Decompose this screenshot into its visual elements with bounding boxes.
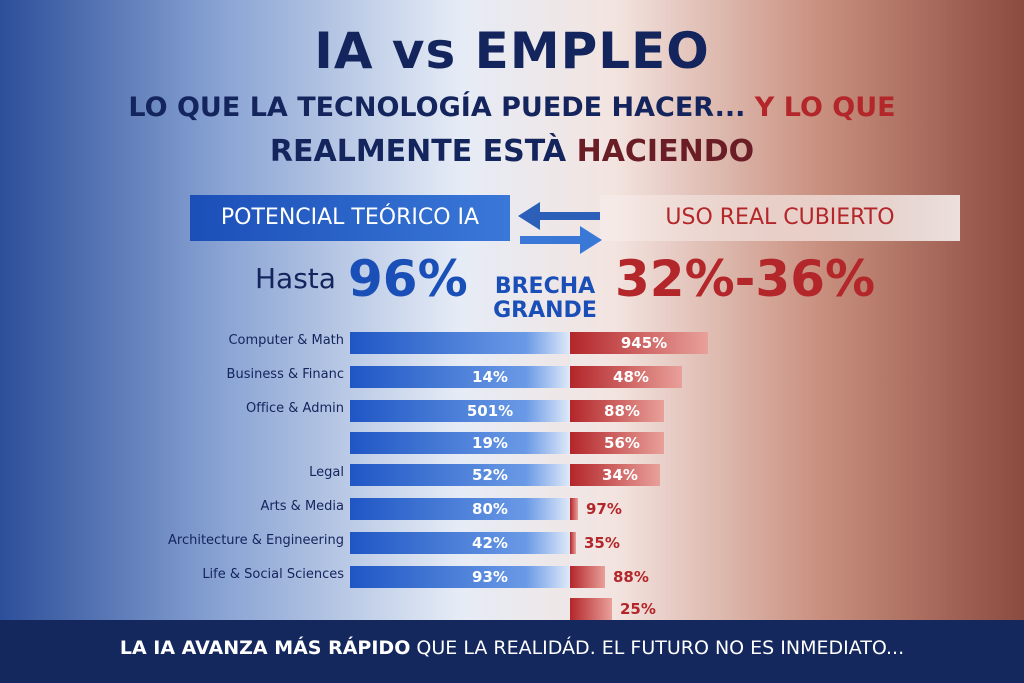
row: Office & Admin 501% 88% [0, 400, 1024, 424]
red-bar [570, 532, 576, 554]
left-value: 80% [472, 500, 508, 518]
right-value: 35% [584, 534, 620, 552]
row: Legal 52% 34% [0, 464, 1024, 488]
gap-label: BRECHA GRANDE [480, 275, 610, 323]
red-bar [570, 432, 664, 454]
row: Arts & Media 80% 97% [0, 498, 1024, 522]
right-value: 88% [604, 402, 640, 420]
red-bar [570, 566, 605, 588]
prefix: Hasta [255, 262, 336, 295]
row-label: Business & Financ [226, 367, 344, 382]
right-value: 97% [586, 500, 622, 518]
row-label: Office & Admin [246, 401, 344, 416]
subtitle: LO QUE LA TECNOLOGÍA PUEDE HACER... Y LO… [0, 92, 1024, 123]
subtitle-text: REALMENTE ESTÀ [269, 134, 567, 169]
row-label: Life & Social Sciences [202, 567, 344, 582]
red-bar [570, 366, 682, 388]
subtitle-text: LO QUE LA TECNOLOGÍA PUEDE HACER... [128, 92, 746, 123]
subtitle: REALMENTE ESTÀ HACIENDO [0, 134, 1024, 169]
row: 25% [0, 598, 1024, 622]
row-label: Arts & Media [260, 499, 344, 514]
left-value: 93% [472, 568, 508, 586]
left-value: 52% [472, 466, 508, 484]
gap-line: GRANDE [493, 298, 597, 323]
blue-bar [350, 498, 570, 520]
red-bar [570, 400, 664, 422]
row: Life & Social Sciences 93% 88% [0, 566, 1024, 590]
row: Computer & Math 945% [0, 332, 1024, 356]
left-value: 19% [472, 434, 508, 452]
left-value: 42% [472, 534, 508, 552]
right-value: 88% [613, 568, 649, 586]
right-value: 56% [604, 434, 640, 452]
blue-bar [350, 432, 570, 454]
footer: LA IA AVANZA MÁS RÁPIDO QUE LA REALIDÁD.… [0, 620, 1024, 683]
row: 19% 56% [0, 432, 1024, 456]
left-value: 501% [466, 402, 514, 420]
blue-bar [350, 566, 570, 588]
blue-bar [350, 400, 570, 422]
blue-bar [350, 464, 570, 486]
blue-bar [350, 532, 570, 554]
left-banner: POTENCIAL TEÓRICO IA [190, 195, 510, 241]
subtitle-accent: Y LO QUE [754, 92, 896, 123]
right-value: 34% [602, 466, 638, 484]
row-label: Computer & Math [228, 333, 344, 348]
row: Business & Financ 14% 48% [0, 366, 1024, 390]
right-headline: 32%-36% [615, 250, 876, 308]
row-label: Architecture & Engineering [168, 533, 344, 548]
title: IA vs EMPLEO [314, 22, 710, 80]
gap-line: BRECHA [494, 274, 596, 299]
arrows [518, 202, 602, 254]
left-value: 14% [472, 368, 508, 386]
footer-bold: LA IA AVANZA MÁS RÁPIDO [119, 637, 411, 659]
red-bar [570, 498, 578, 520]
right-banner: USO REAL CUBIERTO [600, 195, 960, 241]
red-bar [570, 598, 612, 620]
left-headline: 96% [348, 250, 468, 308]
row-label: Legal [309, 465, 344, 480]
right-value: 945% [620, 334, 668, 352]
row: Architecture & Engineering 42% 35% [0, 532, 1024, 556]
red-bar [570, 332, 708, 354]
footer-text: QUE LA REALIDÁD. EL FUTURO NO ES INMEDIA… [416, 637, 905, 659]
blue-bar [350, 332, 570, 354]
subtitle-accent: HACIENDO [576, 134, 755, 169]
blue-bar [350, 366, 570, 388]
right-value: 25% [620, 600, 656, 618]
right-value: 48% [613, 368, 649, 386]
red-bar [570, 464, 660, 486]
